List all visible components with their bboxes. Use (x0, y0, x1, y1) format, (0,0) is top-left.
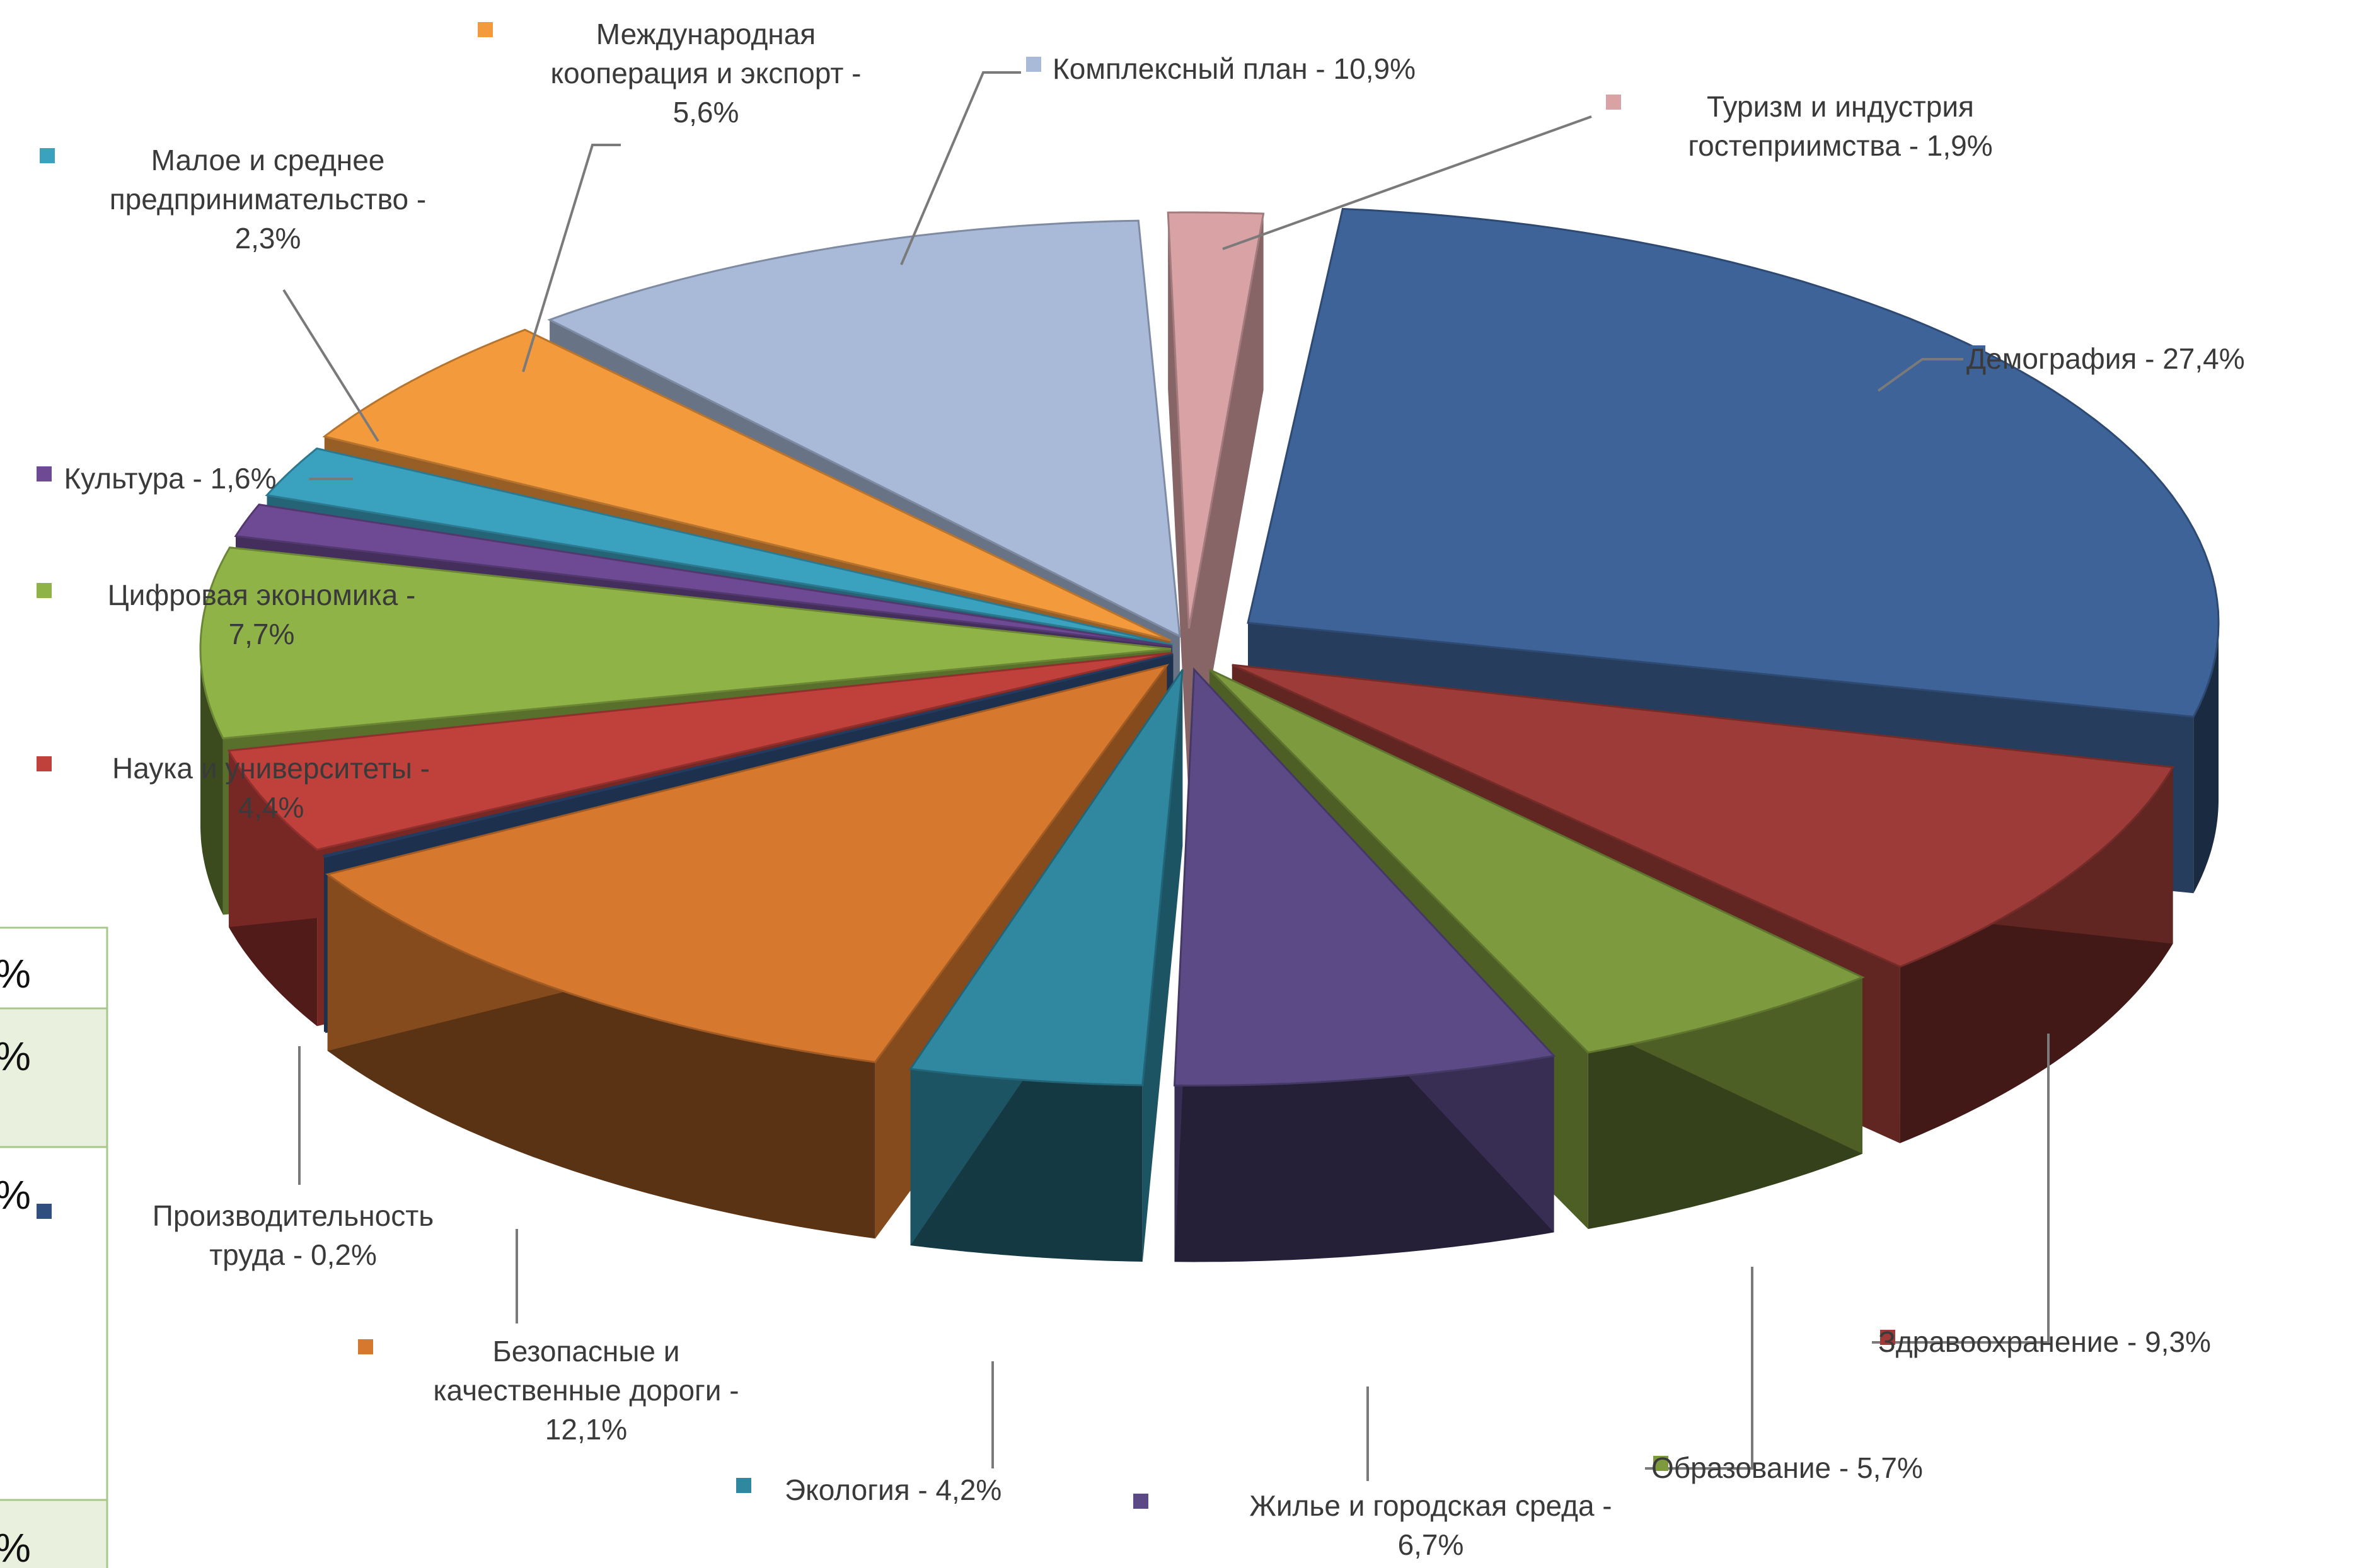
pie-slice-top (547, 219, 1181, 638)
pie-slice-top (1167, 211, 1265, 629)
legend-marker (37, 1204, 52, 1219)
slice-label-text: Наука и университеты -4,4% (112, 752, 430, 824)
leader-line (522, 144, 621, 372)
legend-marker (1653, 1456, 1668, 1471)
pie-slice-top (265, 447, 1173, 646)
leader-line (282, 289, 379, 442)
slice-label-10: Малое и среднее предпринимательство -2,3% (40, 144, 426, 442)
slice-label-text: Малое и среднее предпринимательство -2,3% (110, 144, 426, 255)
slice-label-4: Экология - 4,2% (736, 1361, 1001, 1506)
slice-label-text: Безопасные и качественные дороги -12,1% (433, 1335, 739, 1446)
leader-line (900, 71, 1021, 265)
slice-label-text: Цифровая экономика -7,7% (108, 579, 416, 650)
slice-label-13: Туризм и индустрия гостеприимства - 1,9% (1222, 90, 1993, 250)
table-cell-1: % (0, 951, 31, 996)
legend-marker (37, 756, 52, 771)
slice-label-11: Международная кооперация и экспорт -5,6% (478, 18, 862, 372)
leader-line (1222, 115, 1592, 250)
slice-label-5: Безопасные и качественные дороги -12,1% (358, 1229, 739, 1446)
slice-label-text: Жилье и городская среда -6,7% (1249, 1489, 1612, 1561)
slice-label-text: Комплексный план - 10,9% (1053, 52, 1416, 85)
slice-label-text: Туризм и индустрия гостеприимства - 1,9% (1688, 90, 1992, 162)
legend-marker (1606, 95, 1621, 110)
slice-label-7: Наука и университеты -4,4% (37, 752, 430, 824)
slice-label-12: Комплексный план - 10,9% (900, 52, 1416, 265)
slice-label-6: Производительность труда - 0,2% (37, 1046, 434, 1271)
legend-marker (40, 148, 55, 163)
pie-slice-top (1173, 667, 1556, 1087)
slice-label-1: Здравоохранение - 9,3% (1872, 1034, 2211, 1358)
pie-slice-top (199, 546, 1172, 740)
slice-label-2: Образование - 5,7% (1645, 1267, 1923, 1484)
overlay-table: % % % % (0, 926, 108, 1568)
table-row-2 (0, 1007, 108, 1148)
slice-label-text: Культура - 1,6% (64, 462, 277, 495)
legend-marker (37, 466, 52, 481)
pie-slice-top (1208, 669, 1865, 1054)
table-cell-3: % (0, 1172, 31, 1218)
pie-slice-top (322, 653, 1174, 858)
table-row-4 (0, 1499, 108, 1568)
pie-slice-side (200, 649, 223, 915)
table-cell-4: % (0, 1525, 31, 1568)
legend-marker (1026, 57, 1041, 72)
slice-label-text: Экология - 4,2% (785, 1473, 1001, 1506)
slice-label-text: Здравоохранение - 9,3% (1878, 1325, 2211, 1358)
slice-label-0: Демография - 27,4% (1877, 342, 2245, 392)
leader-line (1877, 358, 1963, 392)
leader-line (1645, 1267, 1753, 1470)
pie-slice-13 (1167, 211, 1265, 805)
legend-marker (1880, 1330, 1895, 1345)
pie-slice-face (1168, 212, 1189, 805)
legend-marker (1133, 1494, 1148, 1509)
legend-marker (478, 22, 493, 37)
legend-marker (37, 583, 52, 598)
slice-label-8: Цифровая экономика -7,7% (37, 579, 415, 650)
pie-slice-top (322, 328, 1171, 642)
slice-label-3: Жилье и городская среда -6,7% (1133, 1386, 1612, 1561)
table-row-3 (0, 1146, 108, 1501)
pie-slice-top (908, 669, 1184, 1087)
pie-slice-side (2193, 623, 2219, 894)
slice-label-text: Демография - 27,4% (1966, 342, 2245, 375)
table-cell-2: % (0, 1034, 31, 1079)
slice-label-text: Образование - 5,7% (1651, 1451, 1923, 1484)
pie-slice-top (1232, 664, 2175, 968)
leader-line (1872, 1034, 2050, 1344)
legend-marker (1970, 345, 1985, 360)
table-row-1 (0, 926, 108, 1010)
slice-label-text: Производительность труда - 0,2% (153, 1199, 434, 1271)
pie-slice-top (1247, 207, 2220, 718)
pie-slice-top (234, 503, 1172, 647)
pie-slice-4 (908, 669, 1184, 1262)
pie-slice-3 (1173, 667, 1556, 1262)
pie-slice-top (227, 652, 1173, 851)
legend-marker (736, 1478, 751, 1493)
slice-label-text: Международная кооперация и экспорт -5,6% (550, 18, 861, 129)
pie-slice-face (1189, 213, 1264, 805)
pie-slice-top (325, 664, 1169, 1063)
slice-label-9: Культура - 1,6% (37, 462, 353, 495)
legend-marker (358, 1339, 373, 1354)
